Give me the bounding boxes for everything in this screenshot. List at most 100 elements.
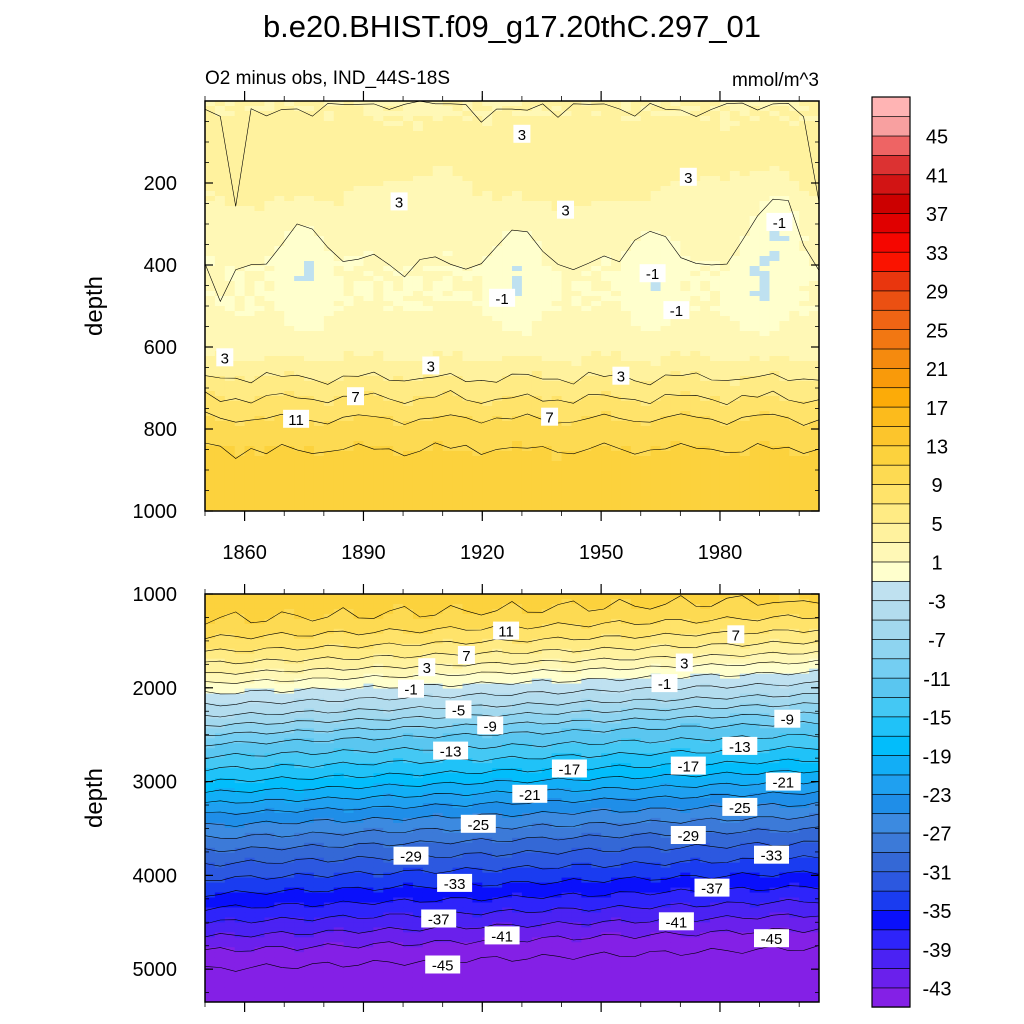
upper-field-cell xyxy=(373,156,384,162)
upper-field-cell xyxy=(571,421,582,427)
upper-field-cell xyxy=(601,176,612,182)
upper-field-cell xyxy=(343,246,355,252)
upper-field-cell xyxy=(452,291,464,297)
upper-field-cell xyxy=(660,161,672,167)
upper-field-cell xyxy=(383,331,394,337)
upper-field-cell xyxy=(294,471,305,477)
upper-field-cell xyxy=(482,196,493,202)
upper-field-cell xyxy=(591,491,602,497)
upper-field-cell xyxy=(452,336,464,342)
upper-field-cell xyxy=(502,346,513,352)
upper-field-cell xyxy=(333,201,345,207)
upper-field-cell xyxy=(482,426,493,432)
upper-field-cell xyxy=(749,401,761,407)
upper-field-cell xyxy=(660,381,672,387)
upper-field-cell xyxy=(214,141,226,147)
upper-field-cell xyxy=(224,231,236,237)
upper-field-cell xyxy=(541,171,553,177)
upper-field-cell xyxy=(640,466,652,472)
upper-field-cell xyxy=(234,116,246,122)
upper-field-cell xyxy=(422,131,434,137)
upper-field-cell xyxy=(680,246,691,252)
upper-field-cell xyxy=(205,101,216,107)
upper-field-cell xyxy=(284,441,295,447)
upper-field-cell xyxy=(284,296,295,302)
upper-field-cell xyxy=(541,301,553,307)
upper-field-cell xyxy=(759,466,771,472)
upper-field-cell xyxy=(630,436,642,442)
upper-field-cell xyxy=(482,381,493,387)
upper-field-cell xyxy=(442,141,454,147)
upper-field-cell xyxy=(710,336,721,342)
upper-field-cell xyxy=(284,201,295,207)
upper-field-cell xyxy=(531,391,543,397)
upper-field-cell xyxy=(432,111,444,117)
upper-field-cell xyxy=(581,481,592,487)
upper-field-cell xyxy=(719,206,731,212)
upper-field-cell xyxy=(383,171,394,177)
upper-field-cell xyxy=(601,471,612,477)
upper-field-cell xyxy=(670,481,681,487)
upper-field-cell xyxy=(749,311,761,317)
upper-field-cell xyxy=(769,196,780,202)
upper-field-cell xyxy=(690,346,701,352)
upper-field-cell xyxy=(502,321,513,327)
upper-field-cell xyxy=(313,291,325,297)
upper-field-cell xyxy=(403,116,414,122)
upper-field-cell xyxy=(442,151,454,157)
upper-field-cell xyxy=(759,166,771,172)
upper-field-cell xyxy=(700,121,711,127)
upper-field-cell xyxy=(224,101,236,107)
upper-field-cell xyxy=(254,461,266,467)
upper-field-cell xyxy=(274,106,285,112)
upper-field-cell xyxy=(551,461,563,467)
upper-field-cell xyxy=(660,371,672,377)
upper-field-cell xyxy=(264,201,275,207)
upper-field-cell xyxy=(789,121,800,127)
upper-field-cell xyxy=(779,326,790,332)
upper-field-cell xyxy=(620,116,632,122)
upper-field-cell xyxy=(739,151,751,157)
upper-field-cell xyxy=(294,306,305,312)
upper-field-cell xyxy=(640,291,652,297)
upper-field-cell xyxy=(274,206,285,212)
upper-field-cell xyxy=(749,411,761,417)
upper-field-cell xyxy=(502,351,513,357)
upper-field-cell xyxy=(363,136,374,142)
upper-field-cell xyxy=(333,176,345,182)
upper-field-cell xyxy=(363,236,374,242)
upper-field-cell xyxy=(620,436,632,442)
upper-field-cell xyxy=(620,341,632,347)
upper-field-cell xyxy=(541,146,553,152)
upper-field-cell xyxy=(710,356,721,362)
upper-field-cell xyxy=(551,401,563,407)
upper-field-cell xyxy=(759,376,771,382)
upper-field-cell xyxy=(700,131,711,137)
upper-field-cell xyxy=(601,171,612,177)
upper-field-cell xyxy=(412,336,424,342)
upper-field-cell xyxy=(462,481,473,487)
upper-field-cell xyxy=(403,106,414,112)
upper-field-cell xyxy=(591,211,602,217)
upper-field-cell xyxy=(472,376,483,382)
upper-field-cell xyxy=(620,406,632,412)
upper-field-cell xyxy=(581,181,592,187)
upper-field-cell xyxy=(393,106,404,112)
upper-field-cell xyxy=(620,111,632,117)
upper-field-cell xyxy=(739,111,751,117)
upper-field-cell xyxy=(442,471,454,477)
upper-field-cell xyxy=(274,321,285,327)
upper-field-cell xyxy=(710,351,721,357)
upper-field-cell xyxy=(294,256,305,262)
upper-field-cell xyxy=(541,451,553,457)
upper-field-cell xyxy=(799,141,810,147)
upper-field-cell xyxy=(274,346,285,352)
upper-field-cell xyxy=(343,171,355,177)
upper-field-cell xyxy=(452,276,464,282)
upper-field-cell xyxy=(224,371,236,377)
upper-field-cell xyxy=(581,386,592,392)
upper-field-cell xyxy=(521,426,533,432)
upper-field-cell xyxy=(531,121,543,127)
upper-field-cell xyxy=(759,106,771,112)
